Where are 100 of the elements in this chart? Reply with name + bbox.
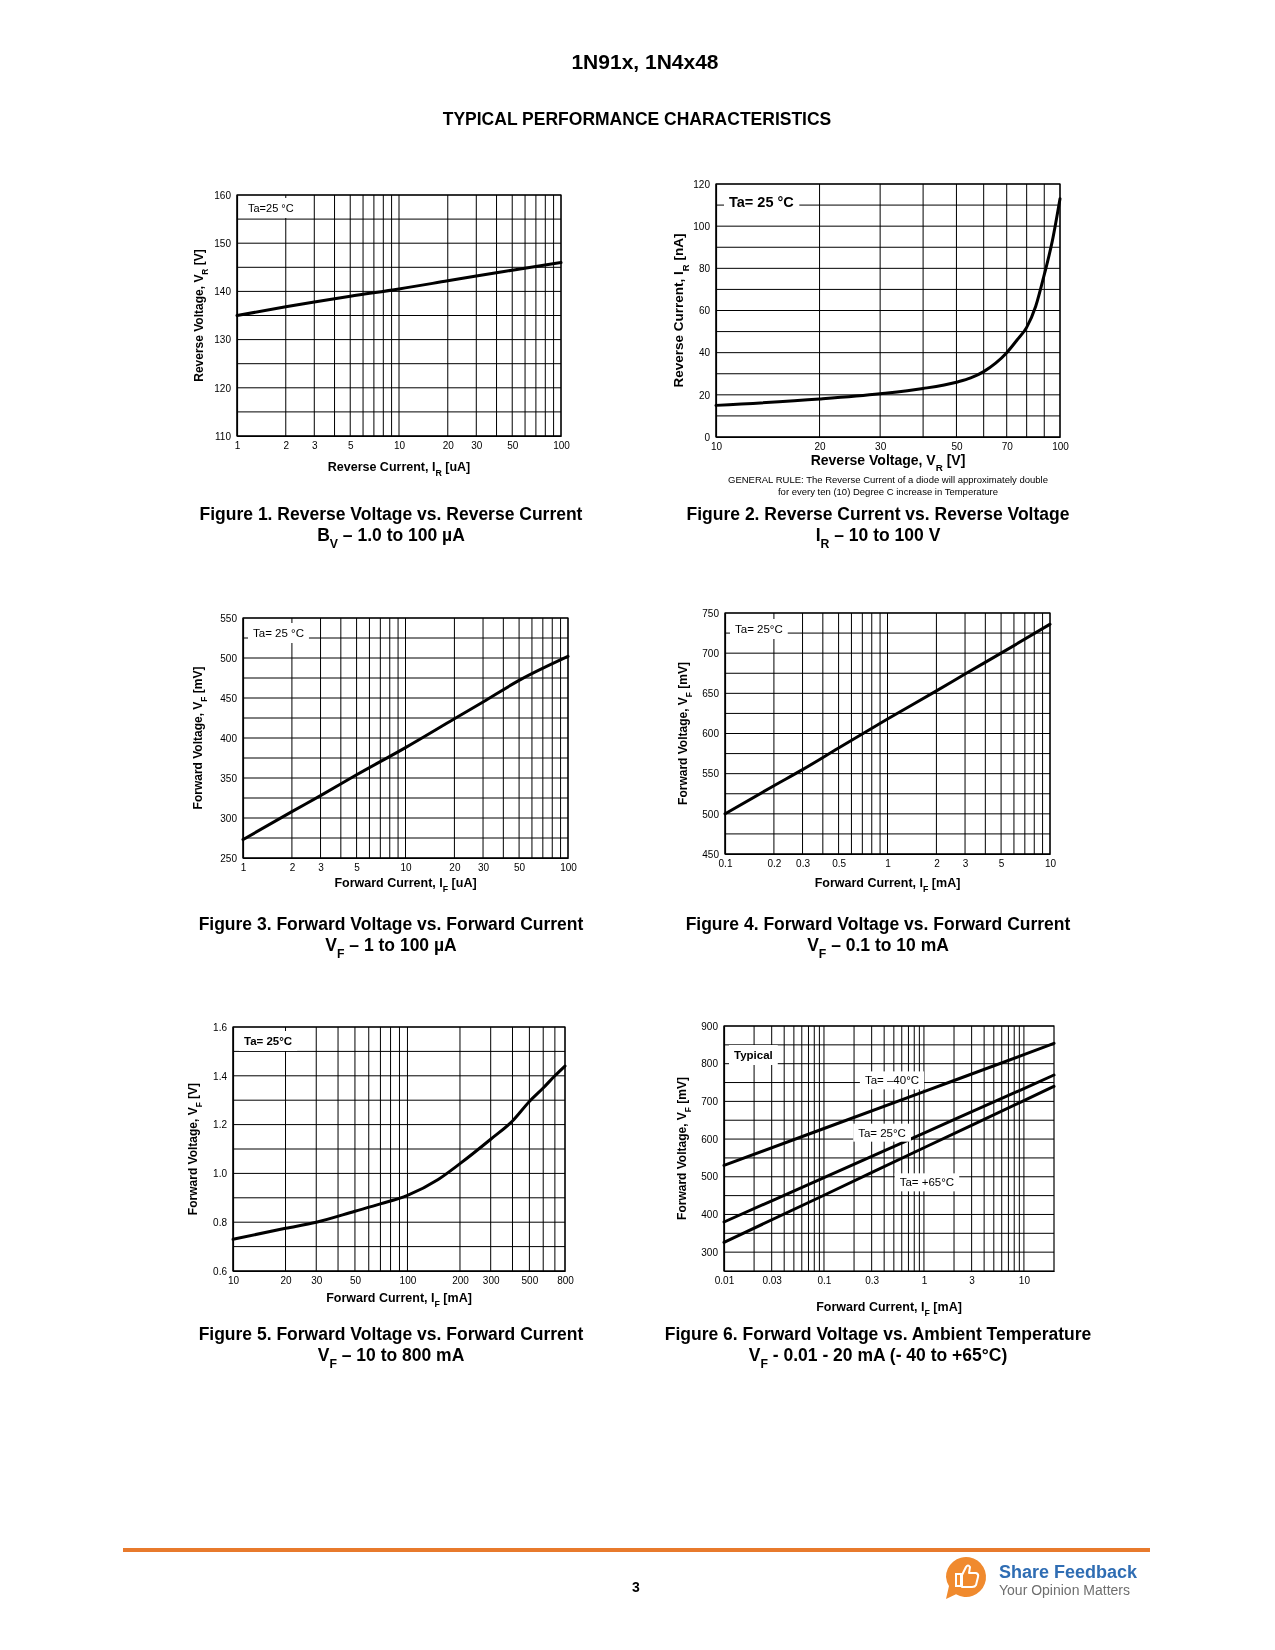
x-tick-label: 10 [393, 440, 406, 452]
y-tick-label: 120 [693, 178, 711, 190]
x-tick-label: 3 [962, 858, 969, 870]
y-tick-label: 20 [698, 389, 711, 401]
x-tick-label: 10 [710, 441, 723, 453]
x-tick-label: 2 [289, 862, 296, 874]
x-tick-label: 30 [311, 1275, 323, 1287]
x-tick-label: 10 [1044, 858, 1057, 870]
x-axis-title: Forward Current, I$_{F}$ [mA] [816, 1300, 962, 1318]
y-tick-label: 750 [702, 607, 720, 619]
y-tick-label: 600 [701, 1133, 719, 1145]
x-tick-label: 800 [557, 1275, 575, 1287]
y-tick-label: 500 [702, 808, 720, 820]
x-axis-title: Forward Current, I$_{F}$ [mA] [814, 876, 961, 894]
series-label: Ta= +65°C [899, 1176, 955, 1189]
x-tick-label: 300 [482, 1275, 500, 1287]
x-tick-label: 1 [921, 1275, 928, 1287]
x-tick-label: 20 [449, 862, 461, 874]
y-tick-label: 140 [214, 286, 232, 298]
text: B$_{V}$ – 1.0 to 100 µA [317, 525, 466, 551]
x-tick-label: 100 [1052, 441, 1070, 453]
y-tick-label: 160 [214, 189, 232, 201]
y-tick-label: 450 [220, 692, 238, 704]
y-tick-label: 400 [701, 1209, 719, 1221]
x-tick-label: 50 [507, 440, 519, 452]
text: V$_{F}$ – 10 to 800 mA [317, 1345, 465, 1371]
y-tick-label: 300 [701, 1246, 719, 1258]
x-axis-title: Reverse Current, I$_{R}$ [uA] [327, 460, 471, 478]
annotation: Ta= 25 °C [253, 627, 304, 639]
x-tick-label: 10 [400, 862, 412, 874]
annotation: Ta= 25°C [735, 623, 783, 635]
x-tick-label: 100 [399, 1275, 417, 1287]
y-tick-label: 80 [698, 263, 711, 275]
y-tick-label: 300 [220, 812, 238, 824]
y-tick-label: 1.6 [213, 1021, 228, 1033]
x-tick-label: 30 [875, 441, 887, 453]
y-tick-label: 900 [701, 1020, 719, 1032]
y-tick-label: 500 [701, 1171, 719, 1183]
x-tick-label: 2 [283, 440, 290, 452]
text: Figure 3. Forward Voltage vs. Forward Current [198, 914, 584, 934]
y-tick-label: 600 [702, 728, 720, 740]
x-tick-label: 20 [814, 441, 827, 453]
x-tick-label: 5 [347, 440, 354, 452]
y-tick-label: 110 [215, 430, 232, 442]
y-tick-label: 800 [701, 1058, 719, 1070]
x-axis-title: Forward Current, I$_{F}$ [mA] [326, 1291, 472, 1309]
y-tick-label: 130 [214, 334, 232, 346]
x-tick-label: 0.3 [865, 1275, 880, 1287]
x-tick-label: 3 [969, 1275, 976, 1287]
y-tick-label: 0.8 [213, 1216, 228, 1228]
text: 1N91x, 1N4x48 [571, 50, 719, 73]
x-tick-label: 0.5 [832, 858, 847, 870]
x-tick-label: 0.03 [762, 1275, 783, 1287]
x-tick-label: 500 [521, 1275, 539, 1287]
x-axis-title: Forward Current, I$_{F}$ [uA] [334, 876, 477, 894]
text: I$_{R}$ – 10 to 100 V [815, 525, 941, 551]
text: TYPICAL PERFORMANCE CHARACTERISTICS [442, 109, 832, 129]
series-label: Ta= –40°C [864, 1074, 920, 1087]
y-tick-label: 550 [220, 612, 238, 624]
y-tick-label: 250 [220, 852, 238, 864]
text: 3 [632, 1579, 641, 1595]
y-tick-label: 500 [220, 652, 238, 664]
y-tick-label: 0.6 [213, 1265, 228, 1277]
x-tick-label: 10 [227, 1275, 240, 1287]
x-tick-label: 2 [934, 858, 941, 870]
x-tick-label: 100 [560, 862, 578, 874]
x-tick-label: 0.01 [714, 1275, 735, 1287]
x-tick-label: 100 [553, 440, 571, 452]
y-tick-label: 700 [701, 1096, 719, 1108]
x-tick-label: 50 [514, 862, 526, 874]
text: V$_{F}$ - 0.01 - 20 mA (- 40 to +65°C) [748, 1345, 1008, 1371]
text: Figure 6. Forward Voltage vs. Ambient Temperature [664, 1324, 1092, 1344]
y-tick-label: 40 [698, 347, 711, 359]
x-tick-label: 5 [354, 862, 361, 874]
x-tick-label: 5 [998, 858, 1005, 870]
annotation: Ta= 25°C [244, 1035, 293, 1047]
y-tick-label: 0 [704, 431, 711, 443]
x-tick-label: 1 [240, 862, 247, 874]
x-tick-label: 3 [312, 440, 319, 452]
y-tick-label: 1.0 [213, 1168, 228, 1180]
y-tick-label: 350 [220, 772, 238, 784]
annotation: Ta= 25 °C [729, 194, 795, 210]
x-tick-label: 0.2 [767, 858, 782, 870]
x-axis-title: Reverse Voltage, V$_{R}$ [V] [810, 452, 966, 473]
y-tick-label: 700 [702, 647, 720, 659]
y-tick-label: 400 [220, 732, 238, 744]
x-tick-label: 10 [1018, 1275, 1031, 1287]
y-tick-label: 1.4 [213, 1070, 228, 1082]
x-tick-label: 20 [442, 440, 455, 452]
text: GENERAL RULE: The Reverse Current of a diode will approximately double for every ten (10) Degree C increase in Temperature [728, 474, 1048, 497]
series-label: Ta= 25°C [858, 1126, 906, 1139]
text: Share Feedback [999, 1562, 1139, 1582]
x-tick-label: 0.3 [796, 858, 811, 870]
x-tick-label: 70 [1001, 441, 1014, 453]
x-tick-label: 30 [471, 440, 483, 452]
x-tick-label: 0.1 [817, 1275, 832, 1287]
y-tick-label: 150 [214, 237, 232, 249]
x-tick-label: 0.1 [718, 858, 733, 870]
x-tick-label: 200 [452, 1275, 470, 1287]
y-tick-label: 550 [702, 768, 720, 780]
